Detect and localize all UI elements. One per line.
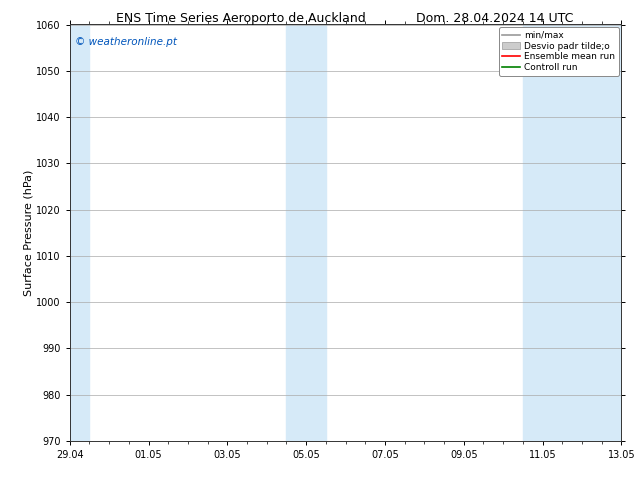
Y-axis label: Surface Pressure (hPa): Surface Pressure (hPa) <box>23 170 34 296</box>
Bar <box>523 24 623 441</box>
Text: ENS Time Series Aeroporto de Auckland: ENS Time Series Aeroporto de Auckland <box>116 12 366 25</box>
Bar <box>68 24 89 441</box>
Text: Dom. 28.04.2024 14 UTC: Dom. 28.04.2024 14 UTC <box>416 12 573 25</box>
Bar <box>287 24 326 441</box>
Legend: min/max, Desvio padr tilde;o, Ensemble mean run, Controll run: min/max, Desvio padr tilde;o, Ensemble m… <box>499 27 619 76</box>
Text: © weatheronline.pt: © weatheronline.pt <box>75 37 178 47</box>
